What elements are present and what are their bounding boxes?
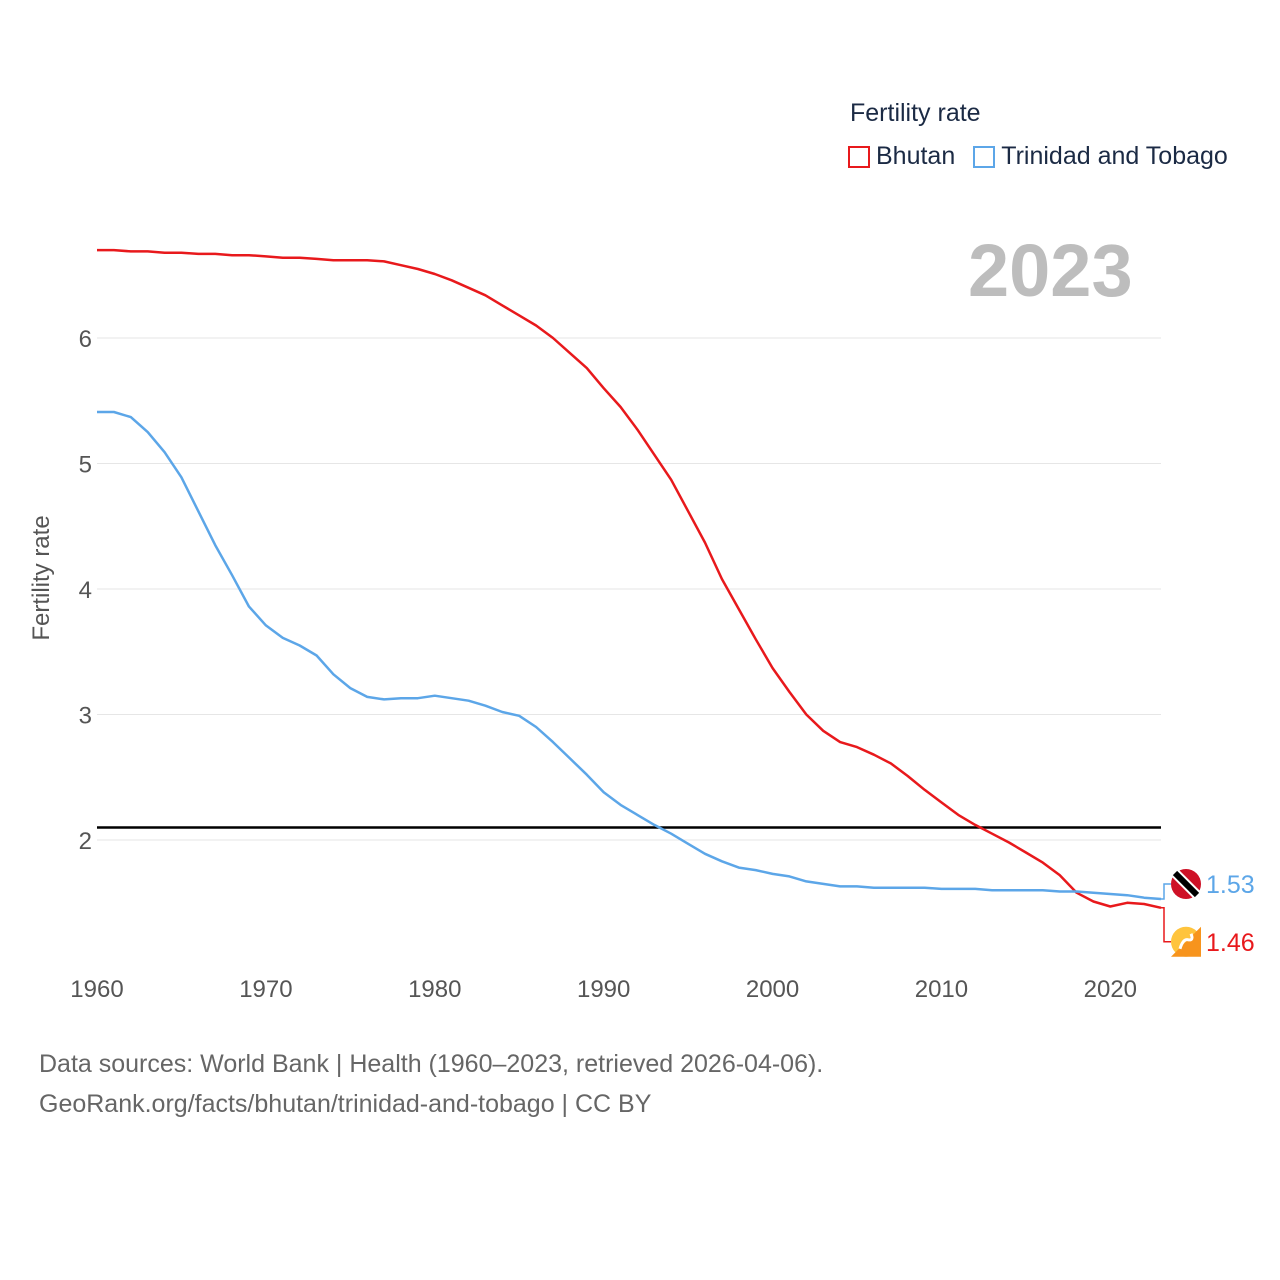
x-tick-label: 1960 <box>70 976 123 1003</box>
source-line: Data sources: World Bank | Health (1960–… <box>39 1050 824 1078</box>
legend-swatch-trinidad-and-tobago <box>973 145 996 168</box>
series-lines <box>97 248 1162 910</box>
end-labels: 1.46 1.53 <box>1161 868 1255 957</box>
end-connector-bhutan <box>1161 907 1171 943</box>
end-connector-trinidad-and-tobago <box>1161 883 1171 900</box>
legend-title: Fertility rate <box>850 99 981 127</box>
y-tick-label: 4 <box>79 577 92 604</box>
x-tick-label: 2000 <box>746 976 799 1003</box>
axis-ticks: 2 3 4 5 6 1960 1970 1980 1990 2000 2010 2020 <box>70 326 1137 1003</box>
data-source-footer: Data sources: World Bank | Health (1960–… <box>39 1044 823 1124</box>
y-axis-title: Fertility rate <box>28 515 55 641</box>
bhutan-flag-dragon <box>1178 933 1194 950</box>
end-value-label-bhutan: 1.46 <box>1206 929 1255 957</box>
current-year-label: 2023 <box>968 229 1133 312</box>
y-tick-label: 3 <box>79 703 92 730</box>
trinidad-flag-stripe-black <box>1172 870 1200 898</box>
y-tick-label: 6 <box>79 326 92 353</box>
y-tick-label: 5 <box>79 452 92 479</box>
end-value-label-trinidad-and-tobago: 1.53 <box>1206 871 1255 899</box>
attribution-line[interactable]: GeoRank.org/facts/bhutan/trinidad-and-to… <box>39 1090 652 1118</box>
legend-swatch-bhutan <box>848 145 870 168</box>
series-line-bhutan <box>97 248 1162 910</box>
x-tick-label: 1980 <box>408 976 461 1003</box>
legend-label-trinidad-and-tobago: Trinidad and Tobago <box>1001 142 1228 170</box>
gridlines <box>97 337 1161 841</box>
x-tick-label: 1970 <box>239 976 292 1003</box>
bhutan-flag-icon-half <box>1171 926 1201 957</box>
x-tick-label: 2020 <box>1084 976 1137 1003</box>
x-tick-label: 2010 <box>915 976 968 1003</box>
legend-label-bhutan: Bhutan <box>876 142 956 170</box>
legend-item-bhutan[interactable]: Bhutan <box>848 142 955 171</box>
y-tick-label: 2 <box>79 828 92 855</box>
legend: Bhutan Trinidad and Tobago <box>848 142 1246 171</box>
x-tick-label: 1990 <box>577 976 630 1003</box>
series-line-trinidad-and-tobago <box>97 410 1162 901</box>
legend-item-trinidad-and-tobago[interactable]: Trinidad and Tobago <box>973 142 1228 171</box>
